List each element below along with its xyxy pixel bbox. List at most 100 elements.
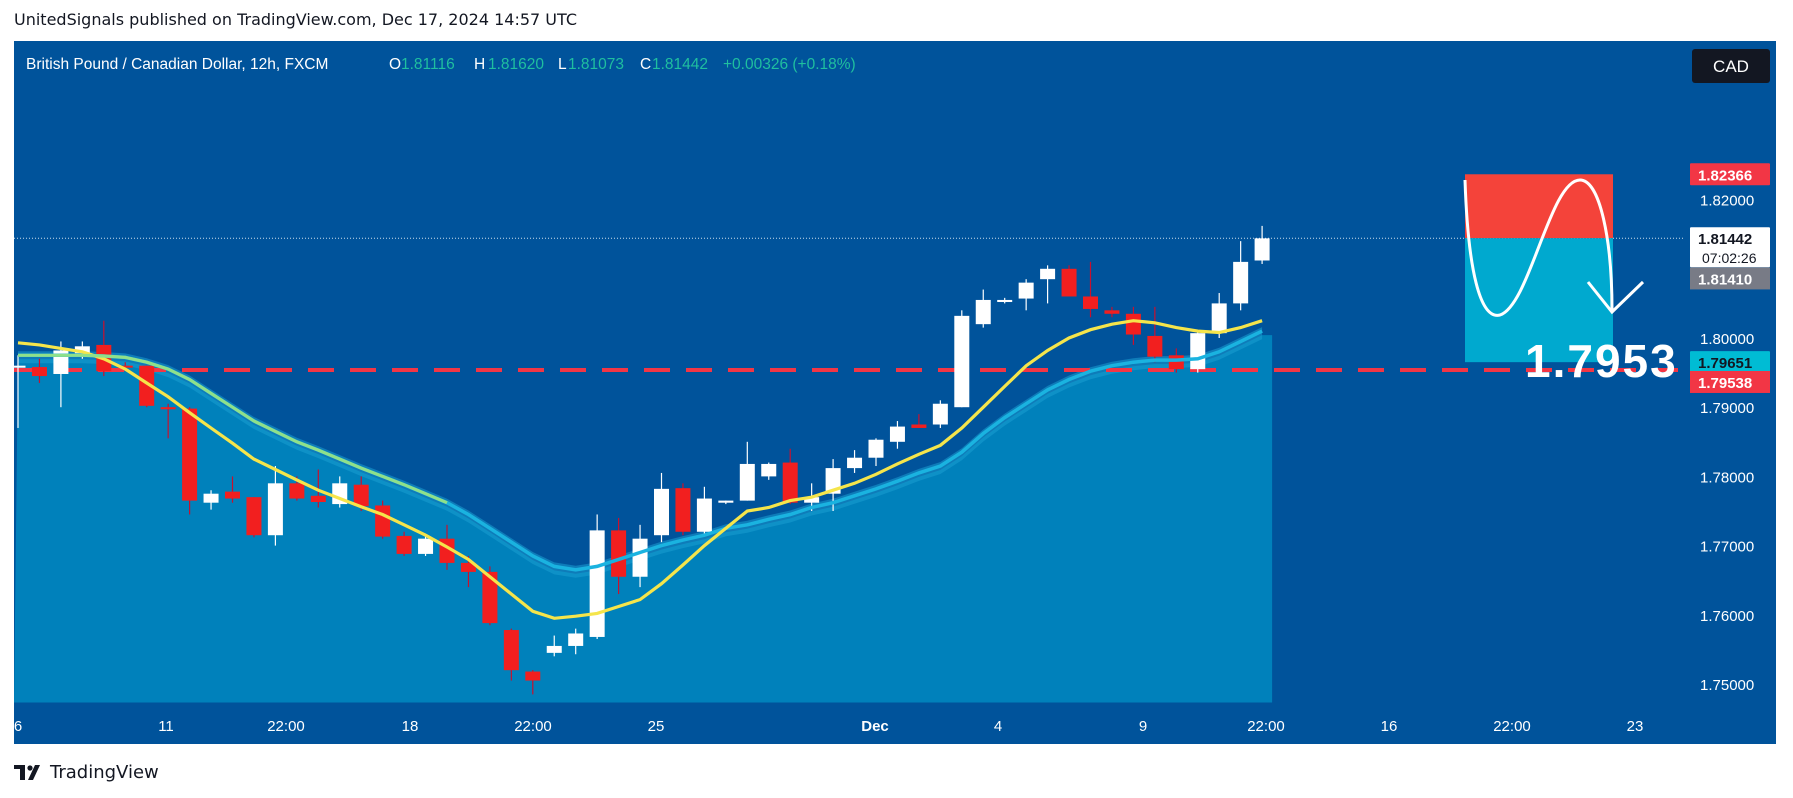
candle-body [482,571,498,624]
candle [418,535,434,556]
candle [611,517,627,595]
candle-body [246,497,262,536]
candle [139,365,155,408]
candle-body [889,426,905,442]
candle-body [31,367,47,377]
candle [503,628,519,681]
candle-body [139,365,155,406]
take-profit-zone [1465,238,1613,363]
candle [868,438,884,467]
candle-body [611,530,627,577]
candle [525,670,541,695]
ema-slow-highlight [18,353,448,505]
x-tick-label: 25 [648,718,665,735]
candle-body [675,488,691,532]
candle [1190,331,1206,373]
currency-label: CAD [1713,57,1749,76]
candle-body [654,488,669,536]
candle-body [782,462,798,503]
x-tick-label: 22:00 [1247,718,1285,735]
candle [1040,265,1056,304]
ohlc-low-label: L [558,56,567,73]
candle-body [182,408,198,501]
candle-body [289,483,305,499]
candle [1211,293,1227,338]
candle [997,297,1013,304]
candle-body [589,530,605,637]
candle-body [1147,335,1163,357]
brand-name: TradingView [50,761,159,783]
candle [10,355,26,428]
candle [1018,279,1034,311]
candle-body [1018,282,1034,299]
candle-body [911,424,927,428]
candle [1083,261,1098,318]
candle [911,414,927,428]
level-price-bg [1690,370,1770,393]
prev-price-label: 1.81410 [1698,271,1752,288]
candle [954,310,970,408]
candle-body [997,299,1013,303]
candle-body [1190,333,1206,370]
candle-body [310,495,326,503]
price-labels: 1.82366 1.81442 07:02:26 1.81410 1.79651 1.79… [1690,163,1770,393]
y-tick-label: 1.78000 [1700,469,1754,486]
candle [632,524,648,588]
target-price-text: 1.7953 [1525,335,1678,387]
candle [589,514,605,640]
candle-body [1168,355,1184,370]
ohlc-open-value: 1.81116 [401,56,455,73]
candle [375,500,391,539]
candle [267,466,283,546]
currency-button[interactable] [1692,49,1770,83]
candle-body [825,468,841,494]
y-tick-label: 1.75000 [1700,677,1754,694]
candles [10,225,1270,695]
candle-body [267,483,283,536]
candle [568,628,584,655]
candle-body [718,500,734,503]
y-tick-label: 1.82000 [1700,193,1754,210]
candle-body [353,484,369,507]
ema-fast-line [17,319,1263,620]
candle [718,500,734,505]
candle-body [1125,313,1141,335]
target-price-label-bg [1690,351,1770,374]
candle-body [954,315,970,408]
candle-body [546,645,562,653]
candle-body [225,491,240,499]
candle-body [396,535,412,554]
level-price-label: 1.79538 [1698,375,1752,392]
candle-body [160,407,176,410]
candle [182,407,198,515]
candle-body [418,538,434,554]
x-tick-label: Dec [861,718,889,735]
x-tick-label: 22:00 [514,718,552,735]
y-tick-label: 1.76000 [1700,608,1754,625]
candle-body [1233,261,1249,304]
candle [847,450,863,473]
ohlc-close-label: C [640,56,651,73]
ohlc-legend: O 1.81116 H 1.81620 L 1.81073 C 1.81442 … [389,56,856,73]
candle [782,448,798,505]
prev-price-bg [1690,267,1770,290]
candle [975,289,991,328]
ohlc-close-value: 1.81442 [652,56,708,73]
candle-body [975,299,991,325]
candle [1254,225,1270,264]
candle-body [847,457,863,469]
x-tick-label: 4 [994,718,1002,735]
ohlc-open-label: O [389,56,401,73]
candle [932,400,948,428]
candle-body [868,439,884,458]
candle-body [696,498,712,532]
tradingview-brand[interactable]: TradingView [14,760,159,784]
candle-body [10,365,26,368]
candle-body [1061,268,1077,297]
x-tick-label: 22:00 [267,718,305,735]
x-tick-label: 22:00 [1493,718,1531,735]
ohlc-low-value: 1.81073 [568,56,624,73]
y-tick-label: 1.79000 [1700,400,1754,417]
candle-body [761,463,777,477]
